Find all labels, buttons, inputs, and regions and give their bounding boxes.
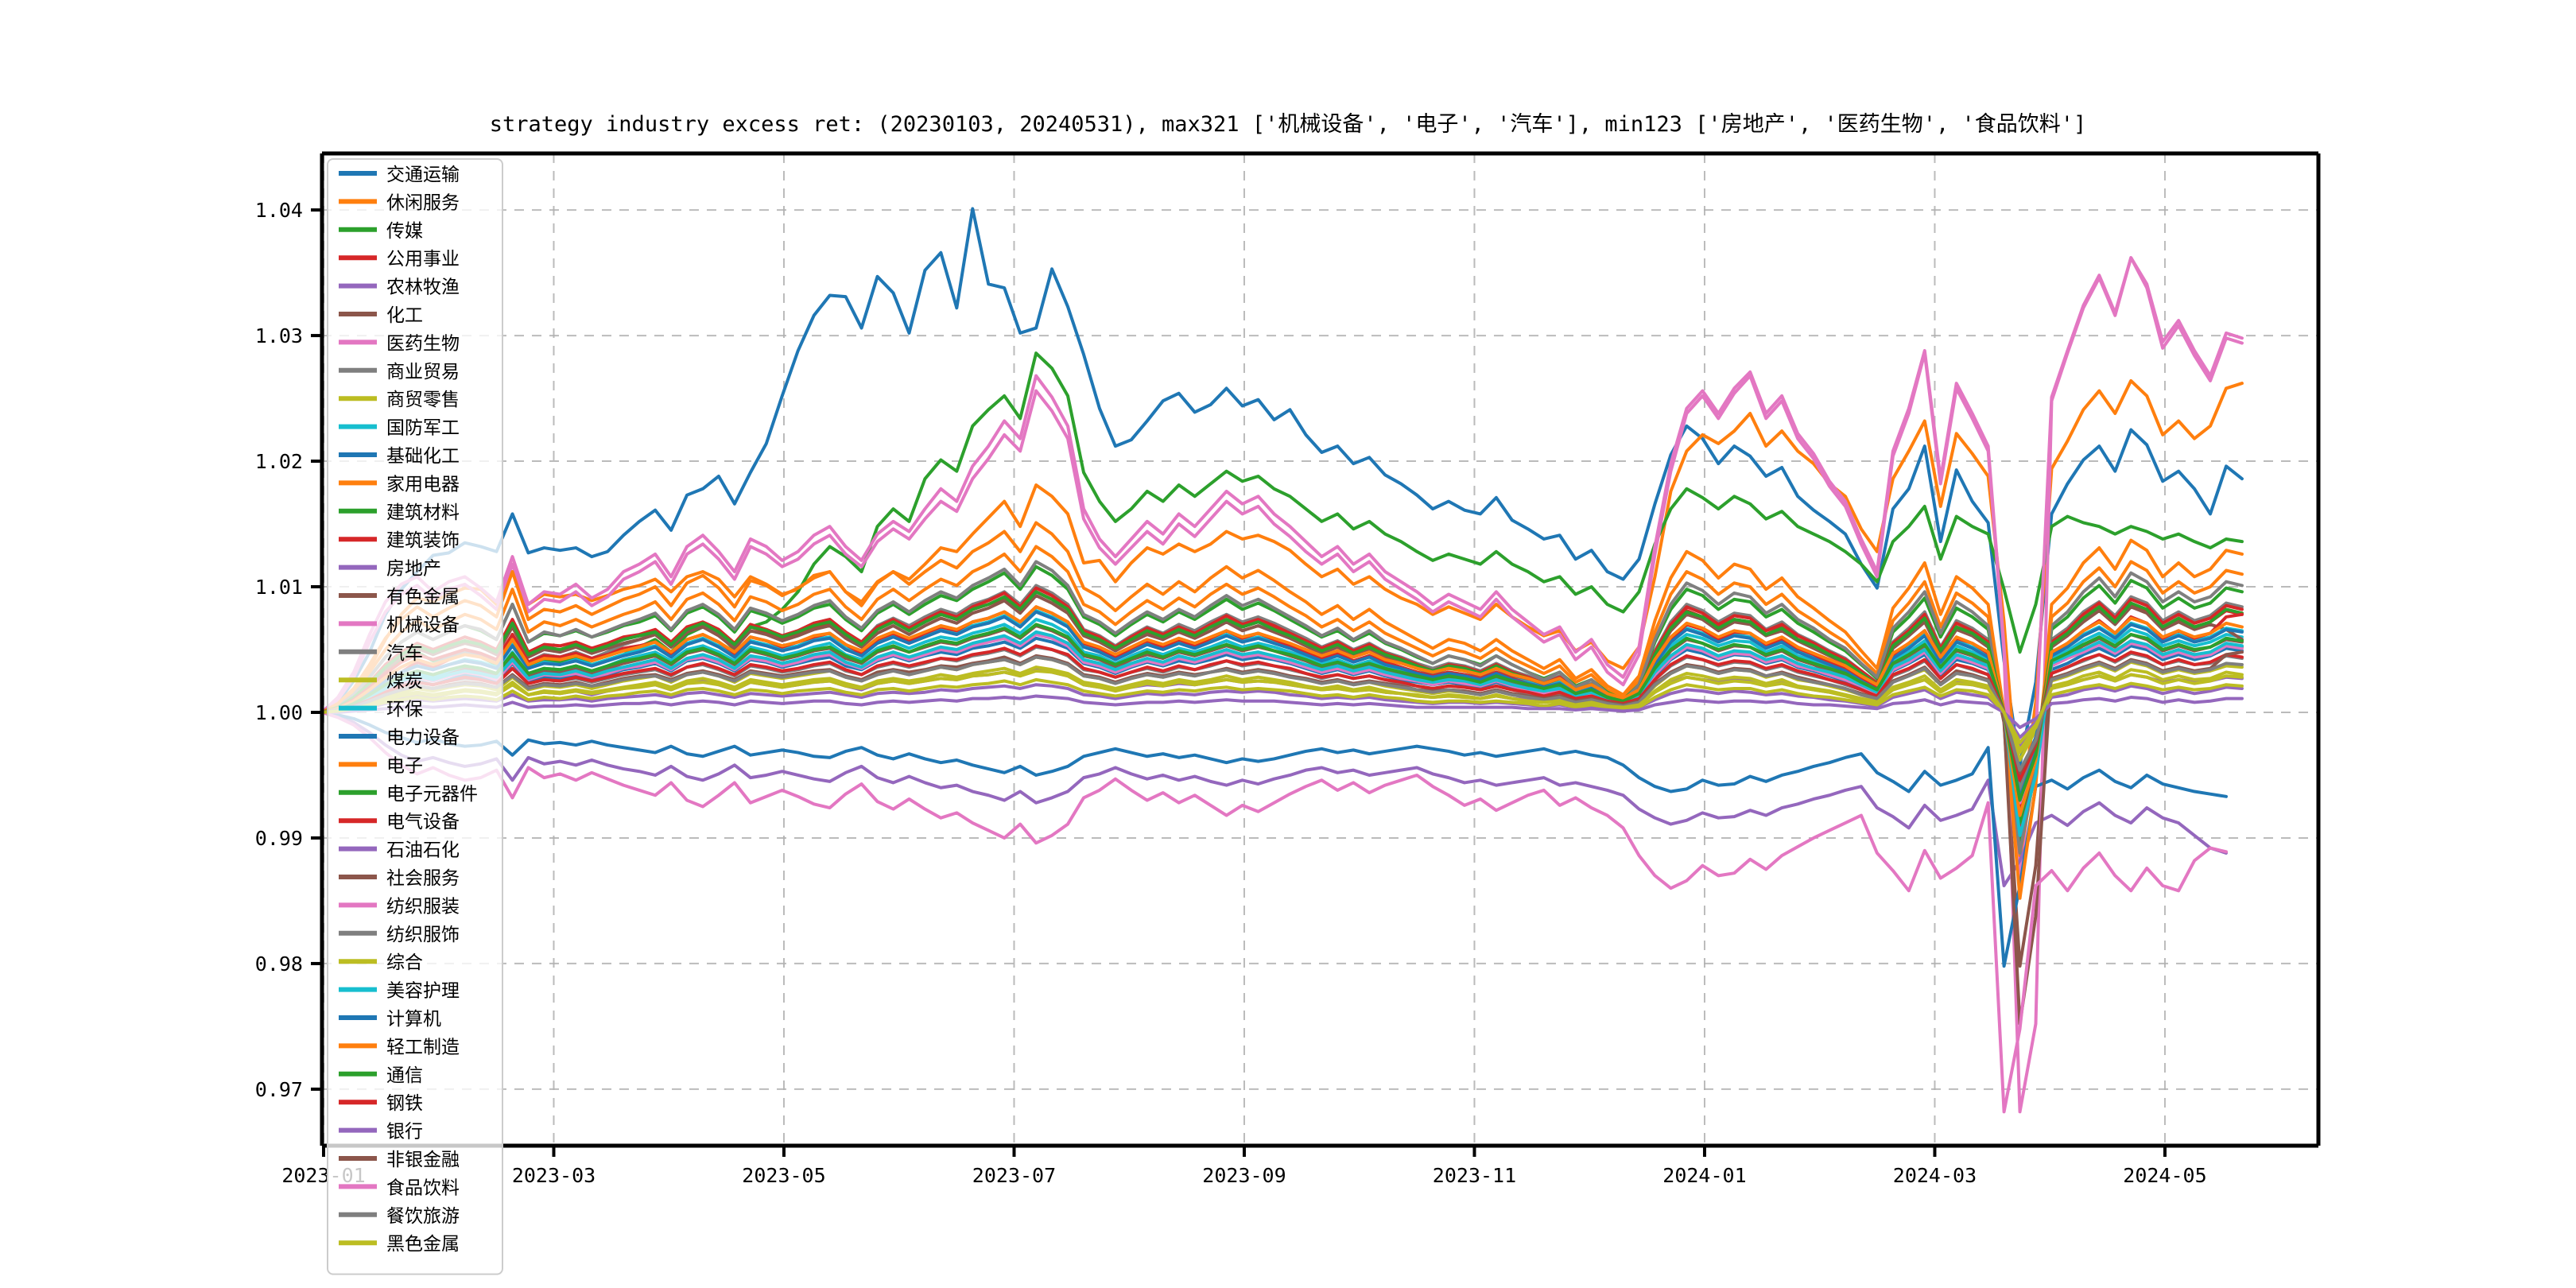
legend-item-label[interactable]: 轻工制造 bbox=[386, 1037, 460, 1057]
legend-item-label[interactable]: 国防军工 bbox=[386, 418, 460, 439]
series-line bbox=[320, 655, 2244, 772]
series-line bbox=[320, 710, 2228, 1114]
legend-item-label[interactable]: 计算机 bbox=[386, 1009, 441, 1030]
series-line bbox=[320, 256, 2244, 880]
legend-item-label[interactable]: 家用电器 bbox=[386, 474, 460, 495]
series-line bbox=[320, 630, 2244, 837]
x-tick-label: 2023-03 bbox=[512, 1164, 596, 1187]
x-tick-label: 2024-01 bbox=[1662, 1164, 1746, 1187]
series-line bbox=[320, 665, 2244, 755]
legend-item-label[interactable]: 纺织服饰 bbox=[386, 925, 460, 945]
legend-item-label[interactable]: 房地产 bbox=[386, 559, 441, 580]
x-tick-label: 2023-07 bbox=[972, 1164, 1056, 1187]
series-line bbox=[320, 669, 2244, 752]
y-tick-label: 1.03 bbox=[255, 324, 303, 347]
legend-item-label[interactable]: 电子 bbox=[386, 755, 423, 776]
legend-item-label[interactable]: 综合 bbox=[386, 952, 423, 973]
legend-item-label[interactable]: 纺织服装 bbox=[386, 896, 460, 917]
series-line bbox=[320, 623, 2244, 802]
series-line bbox=[320, 677, 2244, 744]
legend-item-label[interactable]: 石油石化 bbox=[386, 840, 460, 861]
legend-item-label[interactable]: 农林牧渔 bbox=[386, 277, 460, 298]
series-line bbox=[320, 710, 2228, 968]
series-line bbox=[320, 610, 2244, 800]
legend-item-label[interactable]: 钢铁 bbox=[386, 1093, 423, 1114]
legend-box[interactable]: 交通运输休闲服务传媒公用事业农林牧渔化工医药生物商业贸易商贸零售国防军工基础化工… bbox=[327, 158, 503, 1275]
legend-item-label[interactable]: 商贸零售 bbox=[386, 390, 460, 410]
series-line bbox=[320, 683, 2244, 739]
y-tick-label: 1.00 bbox=[255, 701, 303, 724]
legend-item-label[interactable]: 通信 bbox=[386, 1065, 423, 1086]
legend-frame bbox=[327, 158, 503, 1275]
series-line bbox=[320, 378, 2244, 825]
legend-item-label[interactable]: 公用事业 bbox=[386, 249, 460, 270]
series-line bbox=[320, 644, 2244, 782]
legend-item-label[interactable]: 医药生物 bbox=[386, 333, 460, 354]
x-tick-label: 2023-09 bbox=[1202, 1164, 1286, 1187]
legend-item-label[interactable]: 银行 bbox=[386, 1122, 423, 1143]
legend-item-label[interactable]: 煤炭 bbox=[386, 671, 423, 692]
series-line bbox=[320, 618, 2244, 792]
y-tick-label: 1.02 bbox=[255, 450, 303, 473]
legend-item-label[interactable]: 汽车 bbox=[386, 643, 423, 664]
x-tick-label: 2023-11 bbox=[1433, 1164, 1516, 1187]
legend-item-label[interactable]: 黑色金属 bbox=[386, 1234, 460, 1255]
legend-item-label[interactable]: 休闲服务 bbox=[386, 192, 460, 213]
y-tick-label: 0.98 bbox=[255, 952, 303, 976]
series-line bbox=[320, 564, 2244, 845]
legend-item-label[interactable]: 化工 bbox=[386, 305, 423, 326]
axes-layer bbox=[311, 151, 2321, 1157]
series-line bbox=[320, 545, 2244, 858]
series-line bbox=[320, 586, 2244, 830]
series-line bbox=[320, 633, 2244, 805]
series-line bbox=[320, 521, 2244, 900]
x-tick-label: 2023-05 bbox=[742, 1164, 825, 1187]
series-line bbox=[320, 560, 2244, 855]
x-tick-label: 2024-03 bbox=[1893, 1164, 1977, 1187]
legend-item-label[interactable]: 建筑装饰 bbox=[386, 530, 460, 551]
legend-item-label[interactable]: 社会服务 bbox=[386, 868, 460, 889]
legend-item-label[interactable]: 美容护理 bbox=[386, 981, 460, 1002]
legend-item-label[interactable]: 建筑材料 bbox=[386, 502, 460, 523]
series-line bbox=[320, 710, 2228, 887]
chart-title: strategy industry excess ret: (20230103,… bbox=[489, 112, 2087, 137]
legend-item-label[interactable]: 电子元器件 bbox=[386, 784, 478, 805]
legend-item-label[interactable]: 餐饮旅游 bbox=[386, 1206, 460, 1227]
series-line bbox=[320, 605, 2244, 817]
series-line bbox=[320, 207, 2244, 767]
legend-item-label[interactable]: 交通运输 bbox=[386, 165, 460, 185]
legend-item-label[interactable]: 电气设备 bbox=[386, 812, 460, 832]
legend-item-label[interactable]: 食品饮料 bbox=[386, 1177, 460, 1198]
series-line bbox=[320, 590, 2244, 825]
series-line bbox=[320, 694, 2244, 729]
legend-item-label[interactable]: 传媒 bbox=[386, 221, 423, 242]
legend-item-label[interactable]: 非银金融 bbox=[386, 1150, 460, 1170]
legend-item-label[interactable]: 机械设备 bbox=[386, 615, 460, 635]
y-tick-label: 0.99 bbox=[255, 827, 303, 850]
legend-item-label[interactable]: 有色金属 bbox=[386, 587, 460, 607]
y-tick-label: 1.04 bbox=[255, 199, 303, 222]
series-layer bbox=[320, 207, 2244, 1114]
legend-item-label[interactable]: 环保 bbox=[386, 700, 423, 720]
legend-item-label[interactable]: 基础化工 bbox=[386, 446, 460, 467]
series-line bbox=[320, 594, 2244, 968]
legend-item-label[interactable]: 商业贸易 bbox=[386, 362, 460, 382]
y-tick-label: 1.01 bbox=[255, 576, 303, 599]
legend-item-label[interactable]: 电力设备 bbox=[386, 727, 460, 748]
x-tick-label: 2024-05 bbox=[2123, 1164, 2206, 1187]
series-line bbox=[320, 256, 2244, 1114]
y-tick-label: 0.97 bbox=[255, 1078, 303, 1101]
